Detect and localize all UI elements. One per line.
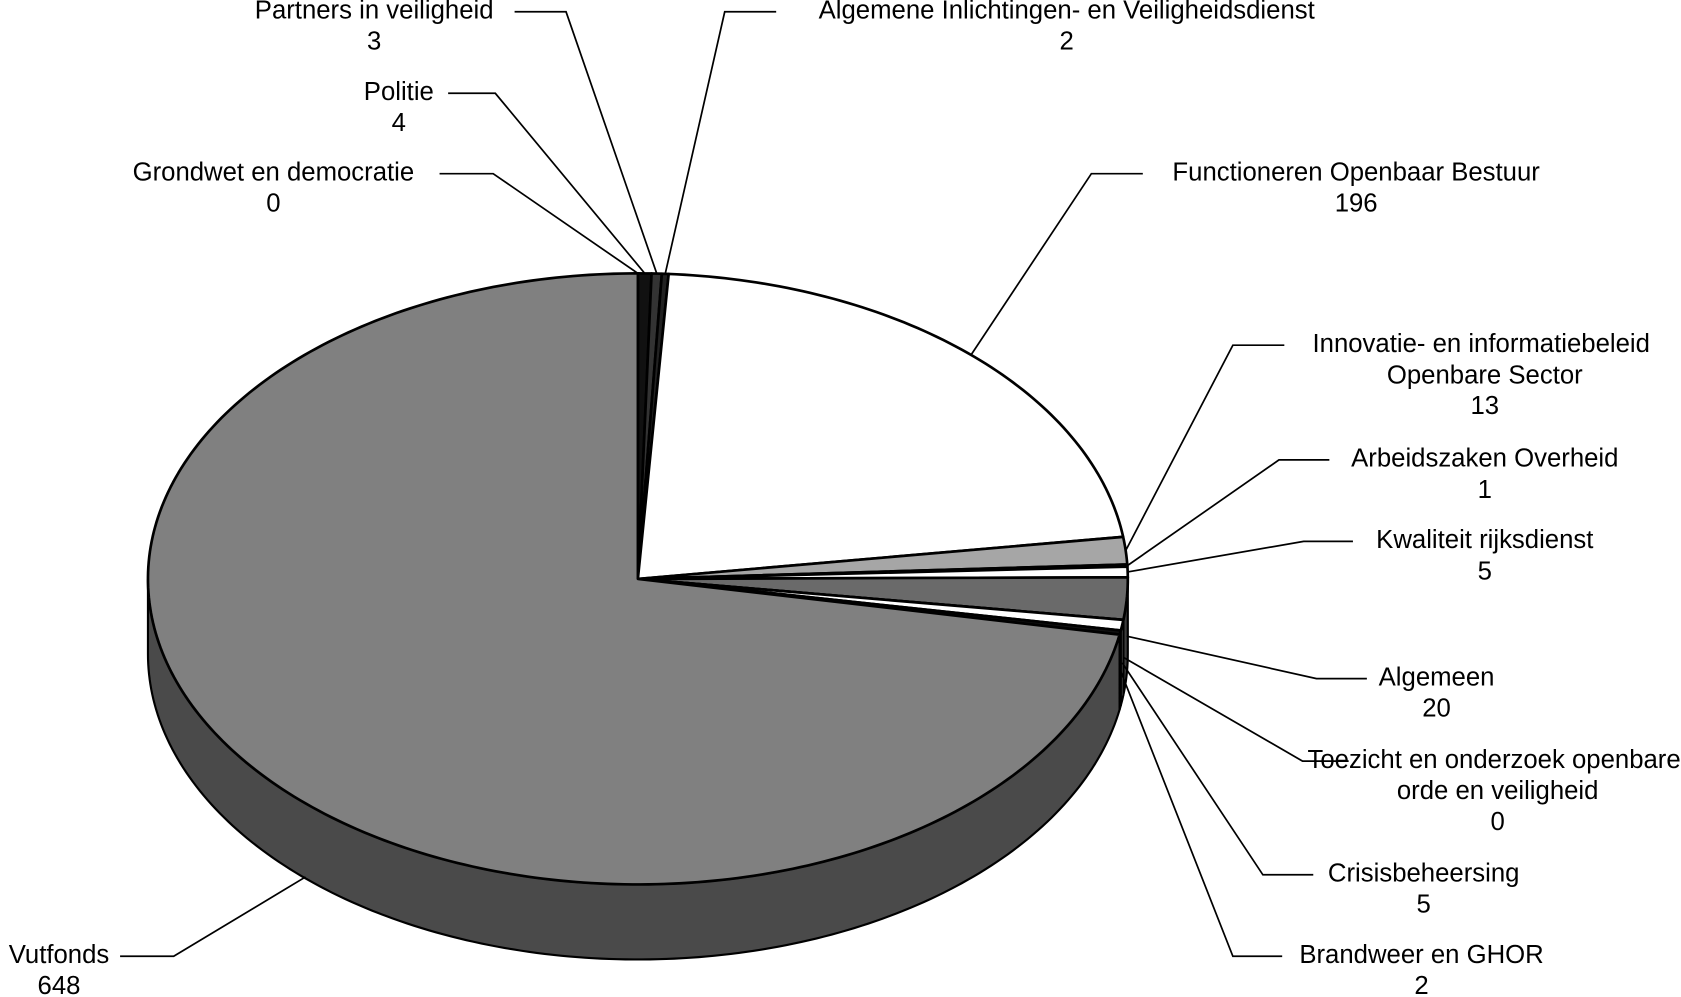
label-line: Innovatie- en informatiebeleid (1313, 330, 1658, 358)
leader-line (664, 10, 777, 274)
label-line: Toezicht en onderzoek openbare (1307, 746, 1681, 774)
slice (636, 535, 1129, 581)
leader-line (1127, 540, 1353, 573)
category-label: Algemeen (1379, 663, 1495, 691)
value-label: 2 (1414, 972, 1428, 997)
value-label: 0 (266, 190, 280, 218)
value-label: 5 (1417, 891, 1431, 919)
value-label: 0 (1491, 808, 1505, 836)
category-label: Toezicht en onderzoek openbare orde en v… (1307, 746, 1681, 805)
leader-line (1122, 656, 1349, 763)
leaders (120, 10, 1367, 958)
leader-line (1119, 669, 1283, 958)
value-label: 196 (1335, 190, 1378, 218)
value-label: 5 (1478, 557, 1492, 585)
value-label: 3 (367, 28, 381, 56)
category-label: Kwaliteit rijksdienst (1376, 526, 1593, 554)
leader-line (970, 172, 1143, 356)
value-label: 2 (1060, 28, 1074, 56)
leader-line (1124, 344, 1285, 551)
value-label: 20 (1422, 694, 1451, 722)
category-label: Brandweer en GHOR (1299, 941, 1543, 969)
value-label: 4 (392, 109, 406, 137)
value-label: 1 (1478, 476, 1492, 504)
category-label: Vutfonds (9, 941, 110, 969)
leader-line (1121, 662, 1314, 876)
category-label: Politie (364, 78, 434, 106)
category-label: Partners in veiligheid (255, 0, 494, 25)
category-label: Crisisbeheersing (1328, 860, 1520, 888)
category-label: Algemene Inlichtingen- en Veiligheidsdie… (819, 0, 1315, 25)
slice (146, 272, 1121, 886)
slice-tops (146, 272, 1130, 886)
leader-line (1126, 459, 1330, 567)
value-label: 13 (1470, 392, 1499, 420)
leader-line (439, 172, 639, 275)
label-line: orde en veiligheid (1397, 777, 1599, 805)
slice (636, 272, 1125, 581)
category-label: Grondwet en democratie (133, 158, 415, 186)
leader-line (1126, 635, 1367, 680)
label-line: Openbare Sector (1387, 361, 1583, 389)
category-label: Innovatie- en informatiebeleid Openbare … (1313, 330, 1658, 389)
category-label: Functioneren Openbaar Bestuur (1172, 158, 1540, 186)
leader-line (448, 92, 646, 274)
category-label: Arbeidszaken Overheid (1351, 445, 1618, 473)
leader-line (120, 876, 306, 958)
value-label: 648 (38, 972, 81, 997)
leader-line (514, 10, 658, 274)
